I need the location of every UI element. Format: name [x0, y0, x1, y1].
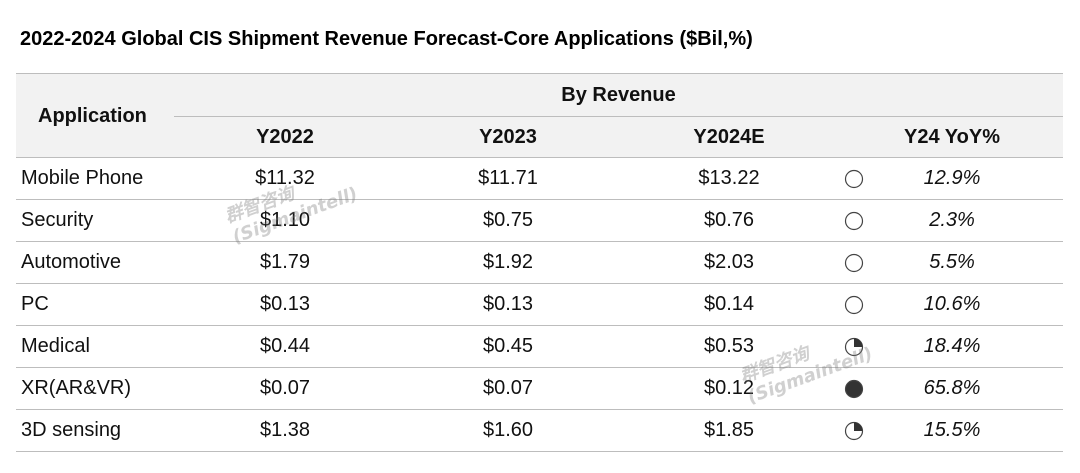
col-header-yoy: Y24 YoY%	[904, 126, 1000, 148]
harvey-ball-icon	[844, 337, 864, 357]
cell-y2023: $0.75	[482, 209, 534, 231]
cell-y2024e: $0.53	[703, 335, 755, 357]
table-row: XR(AR&VR) $0.07 $0.07 $0.12 65.8%	[16, 368, 1063, 410]
table-row: 3D sensing $1.38 $1.60 $1.85 15.5%	[16, 410, 1063, 452]
table-header: Application By Revenue Y2022 Y2023 Y2024…	[16, 74, 1063, 158]
cell-yoy: 10.6%	[923, 293, 981, 315]
cell-application: 3D sensing	[21, 419, 122, 441]
harvey-ball-icon	[844, 169, 864, 189]
harvey-ball-icon	[844, 211, 864, 231]
group-header: By Revenue	[561, 84, 676, 106]
cell-y2023: $11.71	[478, 167, 538, 189]
table-row: Mobile Phone $11.32 $11.71 $13.22 12.9%	[16, 158, 1063, 200]
cell-y2023: $0.07	[482, 377, 534, 399]
cell-application: Automotive	[21, 251, 122, 273]
harvey-ball-icon	[844, 421, 864, 441]
chart-title: 2022-2024 Global CIS Shipment Revenue Fo…	[20, 28, 753, 50]
row-header: Application	[38, 105, 147, 127]
cell-yoy: 65.8%	[923, 377, 981, 399]
harvey-ball-icon	[844, 253, 864, 273]
table-row: Automotive $1.79 $1.92 $2.03 5.5%	[16, 242, 1063, 284]
cell-y2022: $0.07	[259, 377, 311, 399]
table-row: PC $0.13 $0.13 $0.14 10.6%	[16, 284, 1063, 326]
cell-y2024e: $2.03	[703, 251, 755, 273]
col-header-y2022: Y2022	[256, 126, 314, 148]
cell-application: PC	[21, 293, 49, 315]
data-table: Application By Revenue Y2022 Y2023 Y2024…	[16, 73, 1063, 452]
cell-application: XR(AR&VR)	[21, 377, 132, 399]
cell-yoy: 12.9%	[923, 167, 981, 189]
cell-y2024e: $0.76	[703, 209, 755, 231]
cell-y2023: $0.13	[482, 293, 534, 315]
cell-yoy: 15.5%	[923, 419, 981, 441]
cell-y2022: $1.79	[259, 251, 311, 273]
cell-y2022: $1.38	[259, 419, 311, 441]
table-row: Medical $0.44 $0.45 $0.53 18.4%	[16, 326, 1063, 368]
cell-y2022: $0.13	[259, 293, 311, 315]
cell-y2022: $0.44	[259, 335, 311, 357]
cell-yoy: 18.4%	[923, 335, 981, 357]
col-header-y2023: Y2023	[479, 126, 537, 148]
cell-y2024e: $1.85	[703, 419, 755, 441]
cell-y2024e: $13.22	[698, 167, 760, 189]
table-body: Mobile Phone $11.32 $11.71 $13.22 12.9% Secur…	[16, 158, 1063, 452]
cell-y2024e: $0.14	[703, 293, 755, 315]
cell-y2024e: $0.12	[703, 377, 755, 399]
col-header-y2024e: Y2024E	[693, 126, 765, 148]
cell-y2023: $1.92	[482, 251, 534, 273]
cell-y2023: $1.60	[482, 419, 534, 441]
harvey-ball-icon	[844, 379, 864, 399]
cell-application: Mobile Phone	[21, 167, 144, 189]
cell-y2022: $11.32	[255, 167, 315, 189]
cell-yoy: 2.3%	[929, 209, 975, 231]
cell-y2023: $0.45	[482, 335, 534, 357]
cell-application: Security	[21, 209, 94, 231]
group-divider	[174, 116, 1063, 117]
cell-y2022: $1.10	[259, 209, 311, 231]
table-row: Security $1.10 $0.75 $0.76 2.3%	[16, 200, 1063, 242]
cell-application: Medical	[21, 335, 90, 357]
cell-yoy: 5.5%	[929, 251, 975, 273]
harvey-ball-icon	[844, 295, 864, 315]
